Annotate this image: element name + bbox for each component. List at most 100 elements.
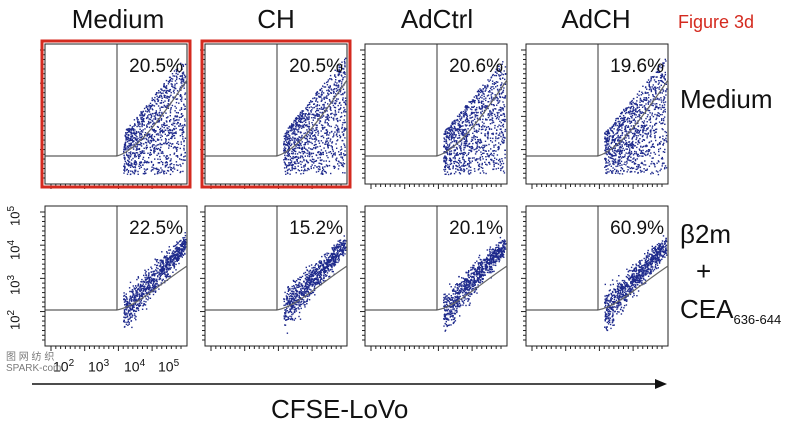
event-dot bbox=[481, 105, 483, 107]
event-dot bbox=[659, 71, 661, 73]
event-dot bbox=[463, 114, 466, 116]
event-dot bbox=[629, 149, 631, 152]
event-dot bbox=[325, 143, 327, 145]
event-dot bbox=[343, 110, 345, 112]
event-dot bbox=[323, 86, 325, 88]
event-dot bbox=[335, 79, 337, 81]
event-dot bbox=[287, 164, 289, 167]
event-dot bbox=[640, 171, 642, 173]
event-dot bbox=[489, 87, 492, 90]
event-dot bbox=[643, 99, 645, 101]
event-dot bbox=[476, 147, 478, 149]
event-dot bbox=[655, 105, 657, 107]
event-dot bbox=[448, 152, 451, 154]
event-dot bbox=[140, 130, 143, 132]
event-dot bbox=[495, 137, 497, 140]
event-dot bbox=[322, 142, 324, 144]
event-dot bbox=[153, 105, 156, 107]
event-dot bbox=[497, 113, 499, 115]
event-dot bbox=[152, 278, 155, 280]
event-dot bbox=[463, 141, 466, 143]
event-dot bbox=[151, 166, 153, 168]
event-dot bbox=[143, 107, 146, 110]
event-dot bbox=[630, 115, 632, 118]
event-dot bbox=[313, 167, 315, 169]
event-dot bbox=[504, 97, 506, 99]
event-dot bbox=[495, 74, 498, 77]
event-dot bbox=[490, 158, 492, 161]
event-dot bbox=[479, 158, 481, 160]
event-dot bbox=[635, 103, 637, 106]
event-dot bbox=[498, 118, 500, 120]
event-dot bbox=[503, 172, 506, 174]
event-dot bbox=[617, 161, 619, 163]
event-dot bbox=[318, 165, 320, 168]
event-dot bbox=[468, 122, 471, 124]
event-dot bbox=[172, 86, 174, 89]
event-dot bbox=[182, 79, 185, 81]
event-dot bbox=[647, 151, 649, 153]
event-dot bbox=[178, 78, 181, 80]
event-dot bbox=[629, 122, 631, 124]
event-dot bbox=[171, 73, 174, 75]
event-dot bbox=[453, 156, 456, 158]
event-dot bbox=[649, 117, 652, 120]
event-dot bbox=[644, 99, 647, 101]
event-dot bbox=[650, 90, 653, 93]
event-dot bbox=[447, 166, 450, 169]
event-dot bbox=[650, 80, 652, 82]
event-dot bbox=[640, 162, 642, 164]
event-dot bbox=[138, 131, 140, 133]
event-dot bbox=[159, 155, 161, 158]
event-dot bbox=[124, 156, 126, 159]
event-dot bbox=[132, 148, 135, 150]
event-dot bbox=[160, 117, 163, 120]
event-dot bbox=[127, 163, 130, 165]
event-dot bbox=[462, 130, 464, 132]
event-dot bbox=[144, 141, 147, 144]
event-dot bbox=[324, 119, 327, 121]
event-dot bbox=[343, 71, 345, 73]
event-dot bbox=[642, 128, 644, 131]
event-dot bbox=[184, 105, 186, 108]
event-dot bbox=[636, 168, 638, 170]
event-dot bbox=[605, 147, 607, 150]
event-dot bbox=[165, 265, 167, 267]
event-dot bbox=[336, 82, 338, 84]
event-dot bbox=[342, 92, 344, 95]
event-dot bbox=[319, 89, 321, 91]
event-dot bbox=[337, 127, 339, 129]
trend-line bbox=[116, 79, 188, 157]
event-dot bbox=[635, 114, 637, 116]
event-dot bbox=[489, 115, 491, 117]
event-dot bbox=[446, 152, 449, 154]
event-dot bbox=[630, 159, 632, 162]
event-dot bbox=[135, 164, 137, 166]
event-dot bbox=[488, 150, 490, 152]
event-dot bbox=[640, 150, 643, 153]
event-dot bbox=[608, 135, 610, 138]
event-dot bbox=[300, 155, 302, 157]
event-dot bbox=[171, 78, 174, 80]
event-dot bbox=[150, 139, 153, 142]
event-dot bbox=[490, 140, 492, 142]
event-dot bbox=[641, 111, 643, 113]
event-dot bbox=[313, 138, 315, 140]
event-dot bbox=[300, 115, 302, 117]
event-dot bbox=[337, 86, 339, 89]
event-dot bbox=[617, 172, 619, 174]
event-dot bbox=[459, 160, 461, 162]
event-dot bbox=[493, 150, 495, 152]
event-dot bbox=[181, 67, 183, 69]
event-dot bbox=[650, 146, 652, 148]
event-dot bbox=[446, 157, 448, 160]
event-dot bbox=[654, 166, 656, 168]
event-dot bbox=[320, 117, 322, 119]
event-dot bbox=[166, 260, 168, 262]
event-dot bbox=[172, 75, 174, 77]
event-dot bbox=[476, 136, 478, 138]
panel-frame bbox=[204, 43, 348, 185]
event-dot bbox=[633, 163, 636, 165]
event-dot bbox=[128, 154, 130, 156]
event-dot bbox=[318, 115, 320, 117]
